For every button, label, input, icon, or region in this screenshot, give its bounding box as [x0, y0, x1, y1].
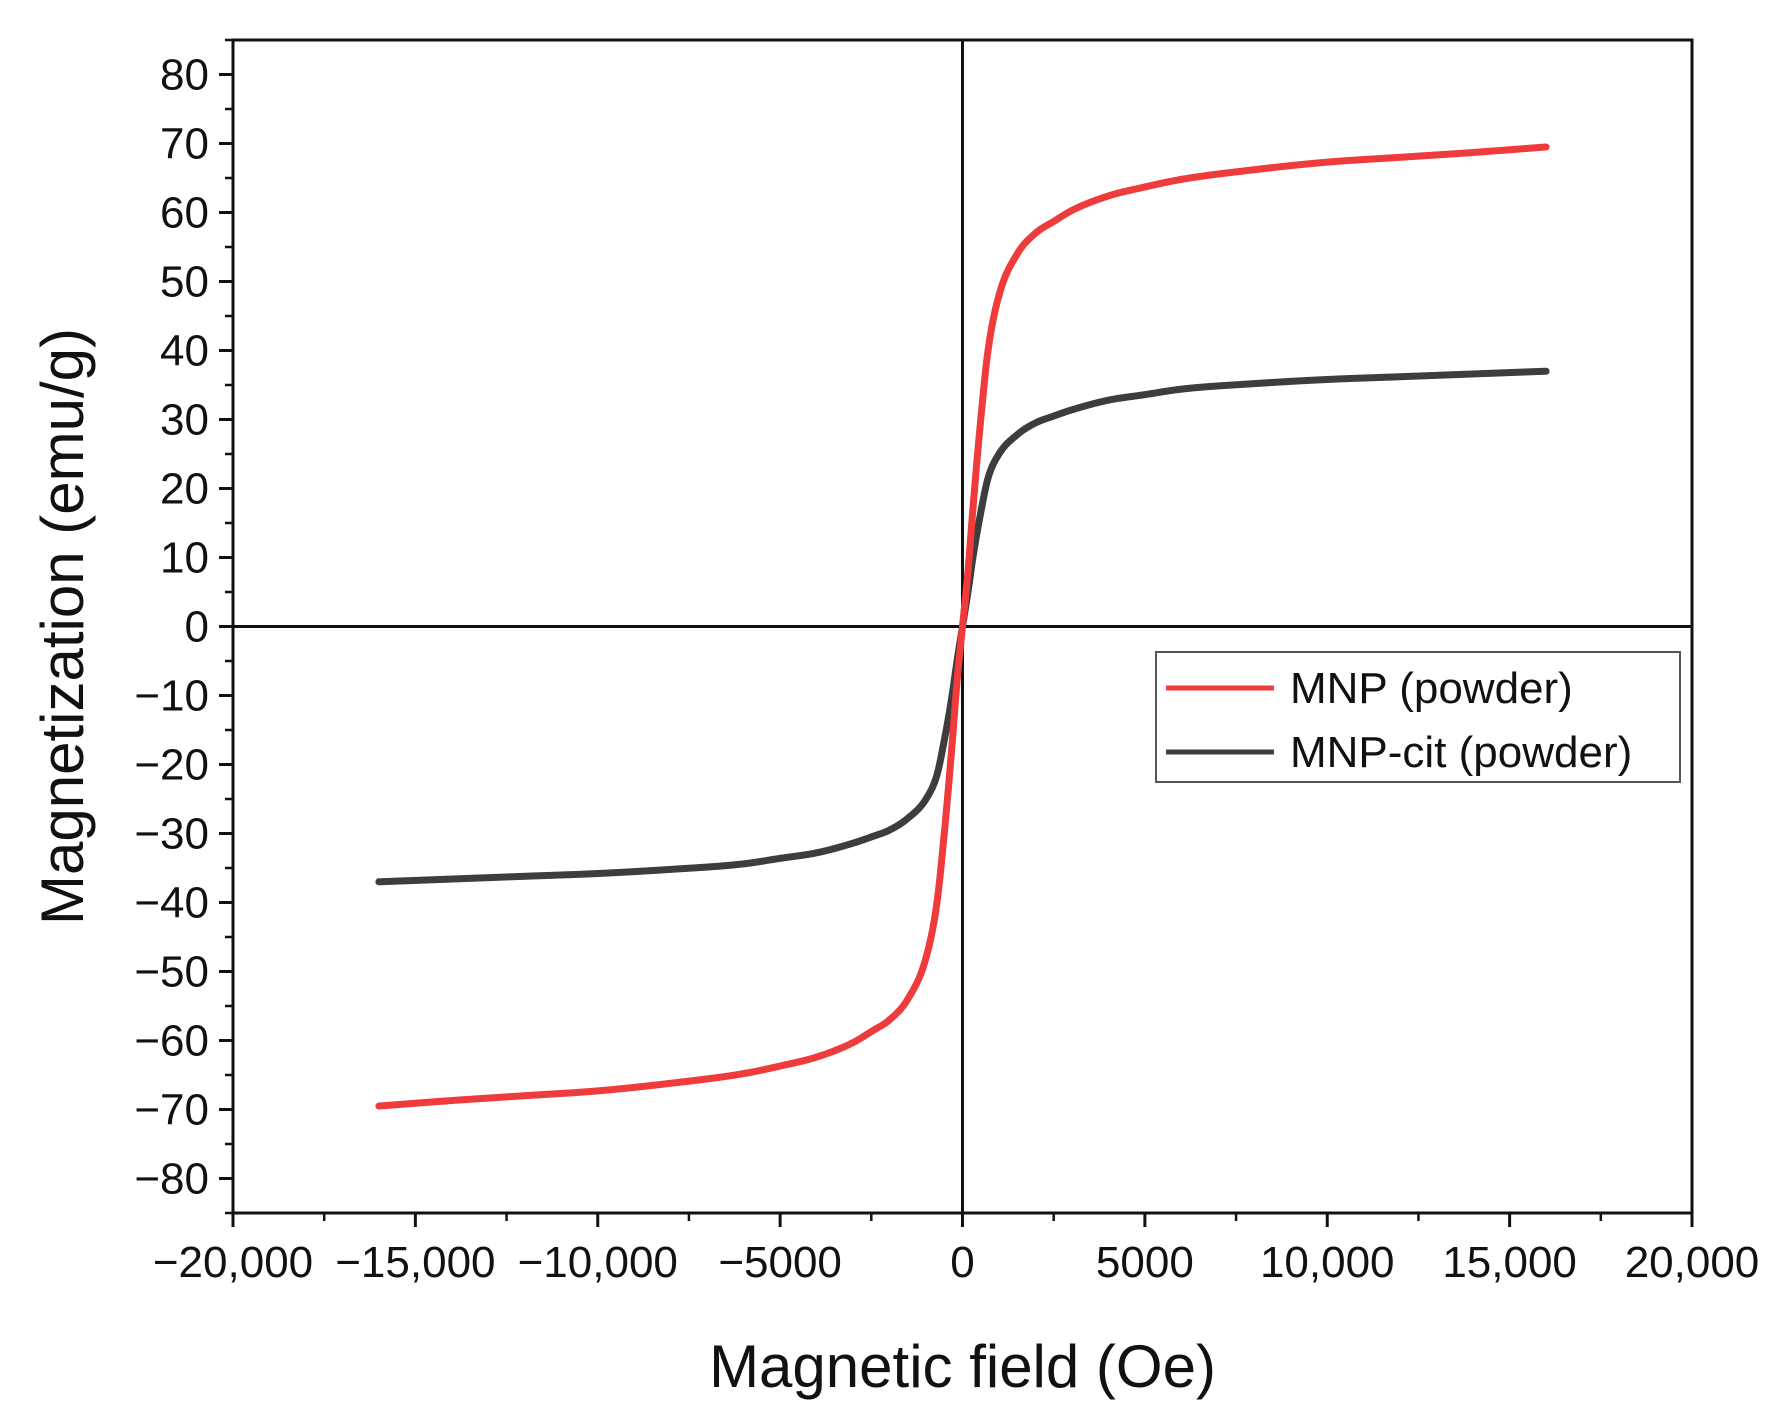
x-tick-label: 0 — [950, 1238, 974, 1287]
y-tick-label: −30 — [134, 810, 209, 859]
x-tick-label: −15,000 — [335, 1238, 495, 1287]
data-series — [375, 143, 1550, 1110]
legend: MNP (powder) MNP-cit (powder) — [1155, 651, 1681, 783]
y-tick-label: −70 — [134, 1086, 209, 1135]
legend-label-mnp: MNP (powder) — [1290, 664, 1573, 713]
series-line-mnp — [375, 143, 1550, 1110]
y-tick-label: −40 — [134, 879, 209, 928]
y-tick-label: 60 — [160, 189, 209, 238]
y-tick-label: 20 — [160, 465, 209, 514]
y-tick-label: −80 — [134, 1155, 209, 1204]
y-tick-label: −20 — [134, 741, 209, 790]
y-axis-title: Magnetization (emu/g) — [29, 328, 96, 925]
y-tick-label: 30 — [160, 396, 209, 445]
y-tick-label: 50 — [160, 258, 209, 307]
y-tick-label: −10 — [134, 672, 209, 721]
legend-box — [1155, 651, 1681, 783]
x-tick-label: 10,000 — [1260, 1238, 1395, 1287]
x-tick-label: −10,000 — [518, 1238, 678, 1287]
x-tick-label: −5000 — [718, 1238, 842, 1287]
y-tick-label: 80 — [160, 51, 209, 100]
x-axis-title: Magnetic field (Oe) — [709, 1333, 1216, 1400]
y-tick-label: 70 — [160, 120, 209, 169]
plot-frame — [231, 38, 1694, 1215]
legend-label-mnp-cit: MNP-cit (powder) — [1290, 728, 1632, 777]
y-tick-label: 0 — [185, 603, 209, 652]
x-tick-label: −20,000 — [153, 1238, 313, 1287]
axis-ticks — [219, 38, 1694, 1227]
x-tick-label: 20,000 — [1625, 1238, 1760, 1287]
x-tick-label: 15,000 — [1442, 1238, 1577, 1287]
y-tick-label: −50 — [134, 948, 209, 997]
tick-labels: 80 70 60 50 40 30 20 10 0 −10 −20 −30 −40 −50 −60 −70 −8… — [134, 51, 1759, 1288]
y-tick-label: −60 — [134, 1017, 209, 1066]
y-tick-label: 10 — [160, 534, 209, 583]
x-tick-label: 5000 — [1096, 1238, 1194, 1287]
y-tick-label: 40 — [160, 327, 209, 376]
